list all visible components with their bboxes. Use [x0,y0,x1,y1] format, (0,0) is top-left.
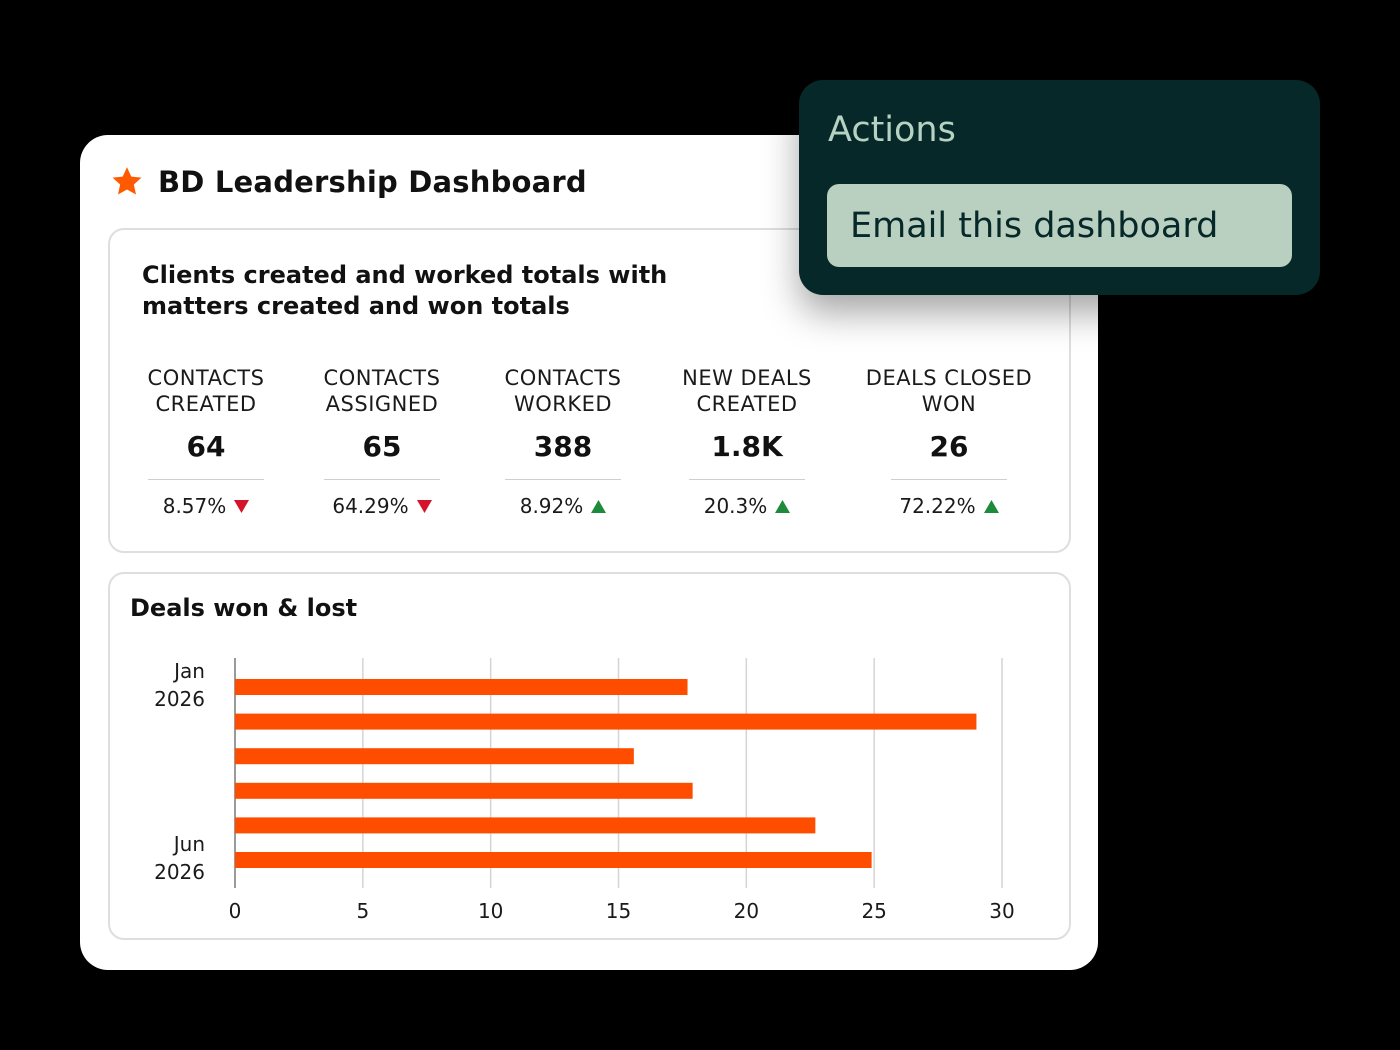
deals-bar-chart: 0 5 10 15 20 25 30 Jan 2026 Jun 2026 [154,658,1015,923]
x-tick-label: 10 [478,899,503,923]
kpi-change: 8.57% [121,494,291,518]
chart-panel: Deals won & lost 0 5 10 15 20 25 30 Jan 2026 Jun 2… [108,572,1071,940]
trend-up-icon [591,499,607,513]
kpi-label: DEALS CLOSED WON [865,366,1033,416]
dashboard-header: BD Leadership Dashboard [110,165,587,199]
kpi-new-deals-created[interactable]: NEW DEALS CREATED 1.8K 20.3% [662,365,832,518]
kpi-contacts-created[interactable]: CONTACTS CREATED 64 8.57% [121,365,291,518]
bar [235,817,816,834]
bar [235,679,688,695]
kpi-change: 8.92% [478,494,648,518]
x-tick-label: 5 [356,899,369,923]
kpi-divider [324,479,440,480]
kpi-value: 65 [362,430,402,463]
kpi-divider [505,479,621,480]
kpi-contacts-worked[interactable]: CONTACTS WORKED 388 8.92% [478,365,648,518]
kpi-value: 64 [186,430,226,463]
kpi-label: NEW DEALS CREATED [682,366,812,416]
x-tick-label: 30 [989,899,1014,923]
kpi-contacts-assigned[interactable]: CONTACTS ASSIGNED 65 64.29% [297,365,467,518]
kpi-change-percent: 8.92% [519,494,584,518]
actions-menu: Actions Email this dashboard [799,80,1320,295]
bar [235,713,977,730]
kpi-divider [891,479,1007,480]
kpi-change: 20.3% [662,494,832,518]
trend-down-icon [234,499,250,513]
kpi-change-percent: 8.57% [162,494,227,518]
kpi-change-percent: 20.3% [703,494,768,518]
kpi-deals-closed-won[interactable]: DEALS CLOSED WON 26 72.22% [864,365,1034,518]
y-tick-label: Jan 2026 [154,659,205,711]
bar [235,852,872,868]
x-tick-label: 20 [734,899,759,923]
kpi-label: CONTACTS ASSIGNED [323,366,441,416]
trend-up-icon [775,499,791,513]
bar [235,748,634,765]
x-tick-label: 0 [229,899,242,923]
x-tick-label: 15 [606,899,631,923]
kpi-divider [148,479,264,480]
chart-title: Deals won & lost [130,594,358,622]
kpi-value: 388 [533,430,593,463]
kpi-change-percent: 72.22% [899,494,976,518]
kpi-change: 72.22% [864,494,1034,518]
kpi-label: CONTACTS WORKED [504,366,622,416]
email-dashboard-button[interactable]: Email this dashboard [827,184,1292,267]
trend-up-icon [983,499,999,513]
kpi-change: 64.29% [297,494,467,518]
y-tick-label: Jun 2026 [154,832,205,884]
kpi-divider [689,479,805,480]
dashboard-title: BD Leadership Dashboard [158,165,587,199]
kpi-value: 1.8K [711,430,783,463]
bar [235,782,693,799]
kpi-value: 26 [929,430,969,463]
actions-menu-title: Actions [828,110,956,150]
x-tick-label: 25 [861,899,886,923]
kpi-panel-heading: Clients created and worked totals with m… [142,261,668,320]
kpi-label: CONTACTS CREATED [147,366,265,416]
star-icon[interactable] [110,165,144,199]
trend-down-icon [416,499,432,513]
kpi-change-percent: 64.29% [332,494,409,518]
